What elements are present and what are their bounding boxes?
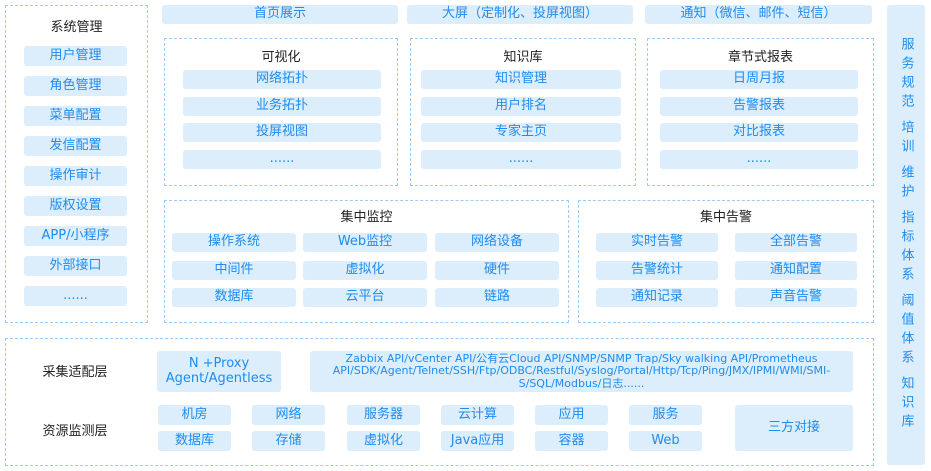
visual-item: 网络拓扑 [183, 70, 381, 89]
system-item: 用户管理 [24, 46, 127, 66]
system-item: 角色管理 [24, 76, 127, 96]
side-column: 服务规范培训维护指标体系阈值体系知识库 [887, 5, 925, 465]
api-box: Zabbix API/vCenter API/公有云Cloud API/SNMP… [310, 351, 853, 392]
top-bar: 首页展示 [162, 5, 398, 24]
system-management-panel [5, 5, 148, 323]
resource-item: 存储 [252, 431, 325, 451]
report-item: ...... [660, 149, 858, 169]
monitor-title: 集中监控 [340, 210, 393, 225]
resource-layer-label: 资源监测层 [42, 424, 108, 439]
resource-item: 服务 [629, 405, 702, 425]
resource-item: 机房 [158, 405, 231, 425]
monitor-item: 数据库 [172, 288, 296, 307]
resource-item: 云计算 [441, 405, 514, 425]
resource-item: 服务器 [347, 405, 420, 425]
resource-item: Web [629, 431, 702, 451]
visualization-title: 可视化 [261, 50, 301, 65]
alarm-item: 声音告警 [735, 288, 857, 307]
system-item: 操作审计 [24, 166, 127, 186]
resource-item: 容器 [535, 431, 608, 451]
resource-item: 虚拟化 [347, 431, 420, 451]
knowledge-item: ...... [421, 149, 621, 169]
alarm-item: 全部告警 [735, 233, 857, 252]
report-item: 日周月报 [660, 70, 858, 89]
knowledge-title: 知识库 [503, 50, 543, 65]
side-item: 维护 [898, 164, 914, 203]
knowledge-item: 知识管理 [421, 70, 621, 89]
knowledge-item: 专家主页 [421, 123, 621, 142]
system-item: ...... [24, 286, 127, 306]
system-item: 版权设置 [24, 196, 127, 216]
alarm-title: 集中告警 [699, 210, 752, 225]
visual-item: 业务拓扑 [183, 96, 381, 116]
monitor-item: 虚拟化 [303, 260, 427, 280]
monitor-item: 网络设备 [435, 233, 559, 252]
top-bar: 大屏（定制化、投屏视图） [407, 5, 633, 24]
report-title: 章节式报表 [727, 50, 793, 65]
resource-item: 数据库 [158, 431, 231, 451]
top-bar: 通知（微信、邮件、短信） [645, 5, 872, 24]
knowledge-item: 用户排名 [421, 96, 621, 116]
monitor-item: 中间件 [172, 260, 296, 280]
monitor-panel [164, 200, 569, 323]
report-panel [647, 38, 874, 186]
system-item: APP/小程序 [24, 226, 127, 246]
system-item: 菜单配置 [24, 106, 127, 126]
alarm-item: 通知配置 [735, 260, 857, 280]
resource-item: Java应用 [441, 431, 514, 451]
resource-item: 应用 [535, 405, 608, 425]
monitor-item: 硬件 [435, 260, 559, 280]
monitor-item: 云平台 [303, 288, 427, 307]
report-item: 告警报表 [660, 96, 858, 116]
system-management-title: 系统管理 [50, 20, 103, 35]
system-item: 发信配置 [24, 136, 127, 156]
report-item: 对比报表 [660, 123, 858, 142]
side-item: 指标体系 [898, 210, 914, 287]
system-item: 外部接口 [24, 256, 127, 276]
side-item: 培训 [898, 119, 914, 158]
alarm-item: 实时告警 [596, 233, 718, 252]
alarm-item: 通知记录 [596, 288, 718, 307]
bottom-layers-panel [5, 338, 874, 466]
proxy-box: N +Proxy Agent/Agentless [157, 351, 281, 392]
monitor-item: 操作系统 [172, 233, 296, 252]
visual-item: ...... [183, 149, 381, 169]
third-party-box: 三方对接 [735, 405, 853, 451]
knowledge-panel [410, 38, 636, 186]
side-item: 阈值体系 [898, 293, 914, 370]
visualization-panel [164, 38, 398, 186]
monitor-item: Web监控 [303, 233, 427, 252]
side-item: 知识库 [898, 376, 914, 434]
resource-item: 网络 [252, 405, 325, 425]
alarm-panel [578, 200, 874, 323]
alarm-item: 告警统计 [596, 260, 718, 280]
monitor-item: 链路 [435, 288, 559, 307]
visual-item: 投屏视图 [183, 123, 381, 142]
collect-layer-label: 采集适配层 [42, 365, 108, 380]
side-item: 服务规范 [898, 36, 914, 113]
